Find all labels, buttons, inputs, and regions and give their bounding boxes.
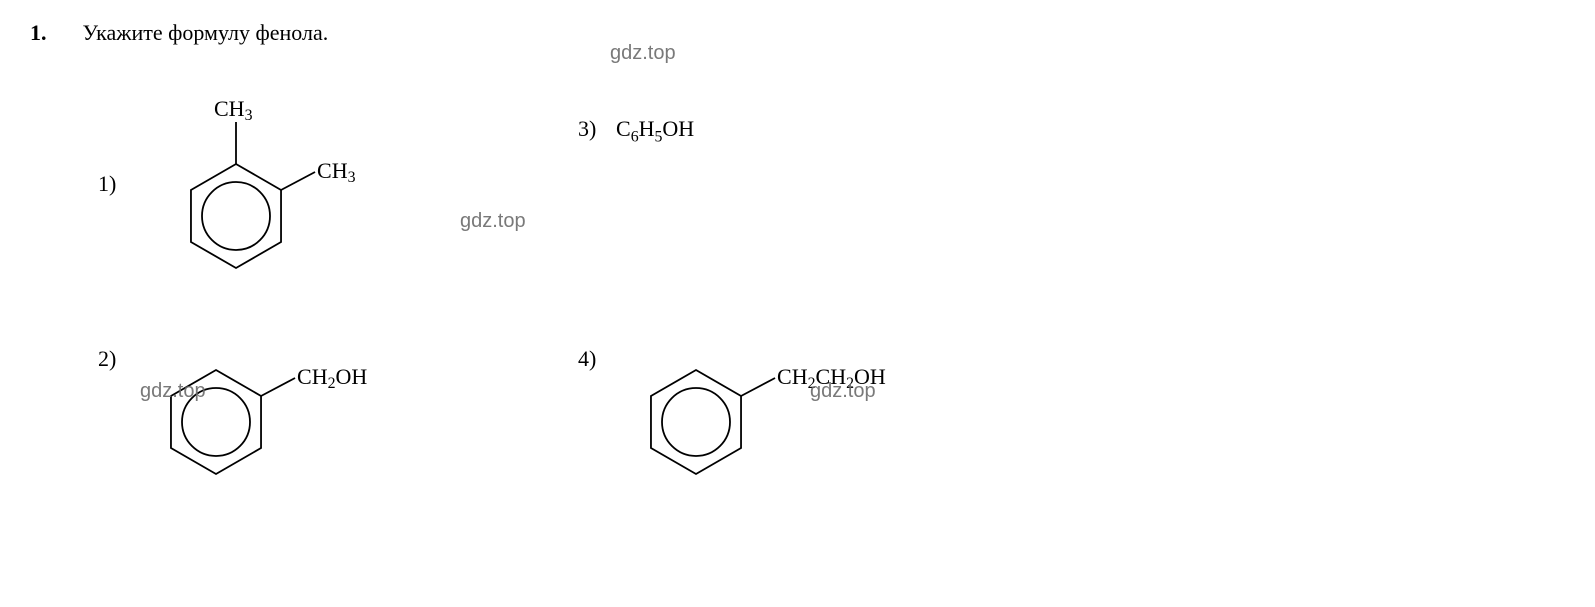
option-4: 4) CH2CH2OH [578, 322, 1098, 498]
watermark-left: gdz.top [140, 380, 206, 403]
option-3-label: 3) [578, 116, 606, 142]
question-number: 1. [30, 20, 47, 46]
option-3: 3) C6H5OH [578, 66, 1098, 302]
option-1: 1) CH3 CH3 [98, 66, 518, 302]
svg-text:CH3: CH3 [317, 158, 356, 186]
option-2-label: 2) [98, 346, 126, 372]
question-text: Укажите формулу фенола. [83, 20, 329, 46]
watermark-top: gdz.top [610, 42, 676, 65]
option-4-structure: CH2CH2OH [616, 322, 976, 498]
option-1-label: 1) [98, 171, 126, 197]
option-4-label: 4) [578, 346, 606, 372]
option-2-structure: CH2OH [136, 322, 436, 498]
option-3-formula: C6H5OH [616, 116, 694, 142]
watermark-middle: gdz.top [460, 210, 526, 233]
watermark-right: gdz.top [810, 380, 876, 403]
svg-text:CH3: CH3 [214, 96, 253, 124]
svg-text:CH2OH: CH2OH [297, 364, 367, 392]
option-1-structure: CH3 CH3 [136, 66, 396, 302]
option-2: 2) CH2OH [98, 322, 518, 498]
